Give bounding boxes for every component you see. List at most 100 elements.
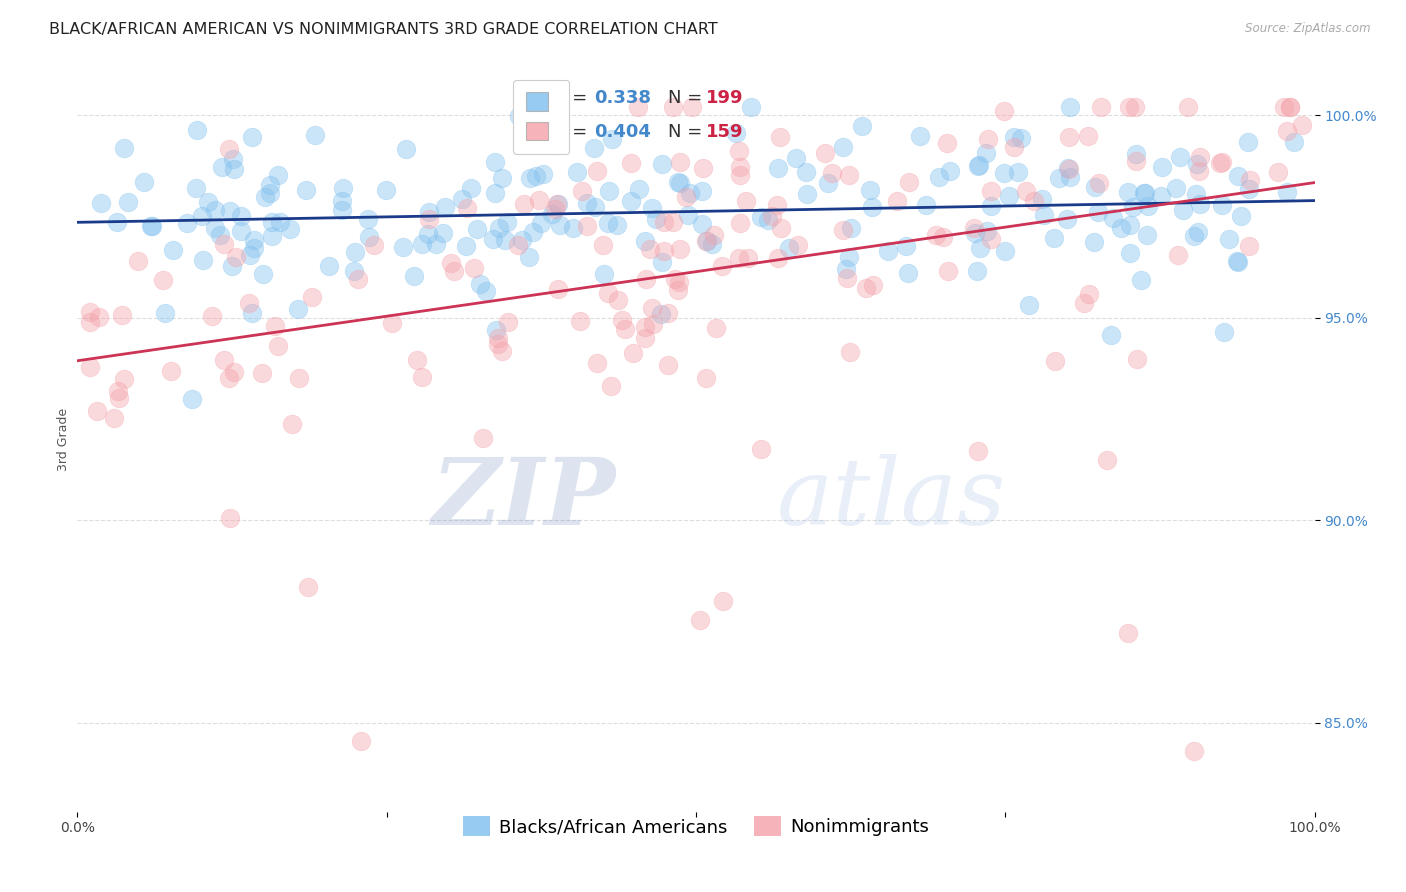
Point <box>1087 204 1109 219</box>
Point <box>547 197 569 211</box>
Point <box>703 228 725 243</box>
Point <box>886 194 908 209</box>
Point <box>297 580 319 594</box>
Point <box>614 321 637 335</box>
Point <box>1167 248 1189 262</box>
Point <box>576 219 599 233</box>
Point <box>727 144 749 158</box>
Point <box>548 218 571 232</box>
Point <box>980 199 1002 213</box>
Point <box>243 241 266 255</box>
Point <box>432 226 454 240</box>
Point <box>657 358 679 372</box>
Point <box>689 613 711 627</box>
Point <box>567 164 589 178</box>
Point <box>79 304 101 318</box>
Point <box>103 410 125 425</box>
Point <box>1177 100 1199 114</box>
Point <box>690 217 713 231</box>
Point <box>766 161 789 175</box>
Point <box>1116 626 1139 640</box>
Point <box>766 198 789 212</box>
Point <box>832 223 855 237</box>
Point <box>301 290 323 304</box>
Point <box>1119 246 1142 260</box>
Point <box>278 222 301 236</box>
Point <box>668 174 690 188</box>
Point <box>108 391 131 405</box>
Point <box>482 232 505 246</box>
Text: R =: R = <box>554 89 593 107</box>
Point <box>851 120 873 134</box>
Point <box>238 295 260 310</box>
Point <box>1125 147 1147 161</box>
Point <box>1088 176 1111 190</box>
Point <box>359 230 381 244</box>
Point <box>1227 169 1250 183</box>
Point <box>737 251 759 265</box>
Point <box>654 215 676 229</box>
Point <box>650 307 672 321</box>
Point <box>681 100 703 114</box>
Point <box>260 229 283 244</box>
Point <box>162 244 184 258</box>
Point <box>993 103 1015 118</box>
Point <box>547 281 569 295</box>
Point <box>1226 253 1249 268</box>
Point <box>976 224 998 238</box>
Point <box>105 215 128 229</box>
Point <box>204 202 226 217</box>
Point <box>662 100 685 114</box>
Point <box>969 158 991 172</box>
Point <box>668 275 690 289</box>
Point <box>472 431 495 445</box>
Point <box>1272 100 1295 114</box>
Point <box>252 267 274 281</box>
Text: 159: 159 <box>706 123 744 142</box>
Point <box>176 216 198 230</box>
Text: 199: 199 <box>706 89 744 107</box>
Point <box>416 227 439 241</box>
Point <box>1230 209 1253 223</box>
Point <box>191 210 214 224</box>
Point <box>592 237 614 252</box>
Point <box>1077 129 1099 144</box>
Point <box>1278 100 1301 114</box>
Point <box>229 224 252 238</box>
Point <box>977 131 1000 145</box>
Point <box>530 216 553 230</box>
Point <box>980 184 1002 198</box>
Point <box>519 171 541 186</box>
Point <box>749 210 772 224</box>
Point <box>544 202 567 217</box>
Point <box>1129 273 1152 287</box>
Point <box>928 169 950 184</box>
Point <box>1282 136 1305 150</box>
Point <box>496 215 519 229</box>
Point <box>392 240 415 254</box>
Point <box>1189 197 1212 211</box>
Point <box>668 176 690 190</box>
Point <box>1291 118 1313 132</box>
Point <box>1097 453 1119 467</box>
Point <box>621 346 644 360</box>
Point <box>433 201 456 215</box>
Point <box>1122 200 1144 214</box>
Point <box>494 233 516 247</box>
Text: Source: ZipAtlas.com: Source: ZipAtlas.com <box>1246 22 1371 36</box>
Point <box>638 242 661 256</box>
Point <box>1059 170 1081 185</box>
Point <box>730 169 752 183</box>
Point <box>1109 220 1132 235</box>
Text: N =: N = <box>668 123 707 142</box>
Point <box>465 221 488 235</box>
Point <box>664 272 686 286</box>
Point <box>1150 160 1173 174</box>
Point <box>593 267 616 281</box>
Point <box>938 163 960 178</box>
Point <box>908 128 931 143</box>
Point <box>974 146 997 161</box>
Point <box>214 237 236 252</box>
Point <box>640 301 662 316</box>
Point <box>668 284 690 298</box>
